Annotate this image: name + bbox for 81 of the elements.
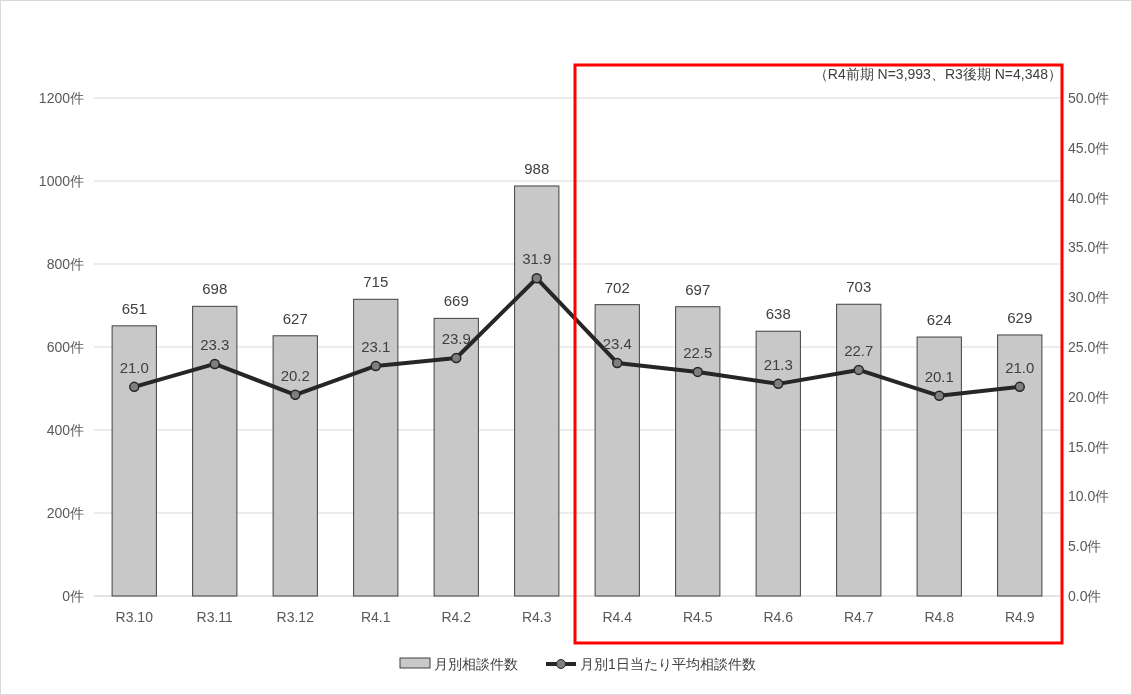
data-label: 627 (282, 309, 308, 327)
bar (675, 306, 721, 597)
point (692, 366, 703, 378)
x-tick-label: R4.6 (763, 609, 794, 625)
point (451, 352, 462, 364)
data-label: 988 (524, 159, 550, 177)
x-tick-label: R3.10 (115, 609, 154, 625)
x-tick-label: R3.12 (276, 609, 315, 625)
y-tick-label: 200件 (46, 505, 84, 521)
x-tick-label: R4.1 (360, 609, 391, 625)
bar (192, 305, 238, 597)
bar (433, 317, 479, 597)
data-label: 651 (121, 299, 147, 317)
point (853, 364, 864, 376)
data-label: 715 (363, 273, 389, 291)
data-label: 23.4 (602, 334, 632, 352)
data-label: 20.1 (924, 367, 954, 385)
y2-tick-label: 50.0件 (1068, 90, 1110, 106)
bar (594, 304, 640, 597)
data-label: 31.9 (522, 250, 552, 268)
point (129, 381, 140, 393)
y2-tick-label: 40.0件 (1068, 189, 1110, 206)
data-label: 624 (926, 311, 952, 329)
y-tick-label: 800件 (46, 256, 84, 272)
point (290, 389, 301, 401)
y2-tick-label: 35.0件 (1068, 239, 1110, 256)
x-tick-label: R3.11 (196, 609, 234, 625)
point (934, 390, 945, 402)
data-label: 669 (443, 292, 469, 310)
data-label: 702 (604, 278, 630, 296)
bar (514, 185, 560, 597)
text: （R4前期 N=3,993、R3後期 N=4,348） (813, 66, 1062, 82)
bar (272, 335, 318, 597)
data-label: 21.0 (119, 358, 149, 376)
x-tick-label: R4.2 (441, 609, 472, 625)
data-label: 21.3 (763, 355, 793, 373)
y-tick-label: 1200件 (38, 90, 84, 106)
y2-tick-label: 20.0件 (1068, 388, 1110, 405)
x-tick-label: R4.5 (682, 609, 713, 625)
x-tick-label: R4.7 (843, 609, 874, 625)
y2-tick-label: 30.0件 (1068, 289, 1110, 306)
bar (353, 298, 399, 597)
point (370, 360, 381, 372)
y2-tick-label: 25.0件 (1068, 339, 1110, 355)
x-tick-label: R4.9 (1004, 609, 1035, 625)
point (531, 273, 542, 284)
x-tick-label: R4.3 (521, 609, 552, 625)
data-label: 23.3 (200, 335, 230, 353)
data-label: 20.2 (280, 366, 310, 384)
y-tick-label: 600件 (46, 339, 84, 355)
bar (836, 303, 882, 597)
data-label: 21.0 (1005, 358, 1035, 376)
data-label: 697 (685, 280, 711, 298)
data-label: 23.1 (361, 337, 391, 355)
point (1014, 381, 1025, 393)
point (773, 378, 784, 390)
legend-label: 月別1日当たり平均相談件数 (580, 656, 756, 672)
y-tick-label: 0件 (62, 588, 84, 604)
y-tick-label: 400件 (46, 422, 84, 438)
data-label: 629 (1007, 308, 1033, 326)
x-tick-label: R4.4 (602, 609, 633, 625)
y2-tick-label: 45.0件 (1068, 139, 1110, 156)
data-label: 703 (846, 278, 872, 296)
legend-label: 月別相談件数 (434, 656, 518, 672)
data-label: 698 (202, 280, 228, 298)
data-label: 23.9 (441, 329, 471, 347)
bar (997, 334, 1043, 597)
y-tick-label: 1000件 (38, 173, 84, 189)
point (612, 357, 623, 369)
bar (916, 336, 962, 597)
y2-tick-label: 5.0件 (1068, 538, 1102, 555)
x-tick-label: R4.8 (924, 609, 955, 625)
y2-tick-label: 10.0件 (1068, 488, 1110, 505)
y2-tick-label: 15.0件 (1068, 438, 1110, 455)
data-label: 22.5 (683, 343, 713, 361)
bar (755, 330, 801, 597)
point (209, 358, 220, 370)
bar (111, 325, 157, 597)
data-label: 638 (765, 305, 791, 323)
y2-tick-label: 0.0件 (1068, 588, 1102, 604)
data-label: 22.7 (844, 341, 874, 359)
